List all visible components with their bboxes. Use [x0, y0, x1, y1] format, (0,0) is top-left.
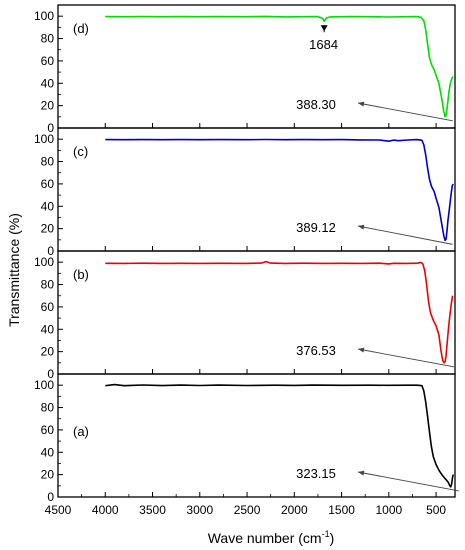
x-tick-label: 2500: [234, 503, 261, 517]
annotation-label: 376.53: [296, 343, 336, 358]
x-tick-label: 2000: [281, 503, 308, 517]
chart-panels: 0 20 40 60 80 100 (d) 1684 388.30 0 20 40 60 80 100 (c)…: [34, 4, 459, 504]
annotation-leader: [357, 348, 454, 368]
panel-frame: [57, 4, 456, 129]
y-tick-label: 20: [41, 222, 55, 236]
annotation-arrowhead: [320, 25, 328, 32]
y-tick-label: 60: [41, 300, 55, 314]
series-line-a: [105, 383, 455, 488]
y-tick-label: 20: [41, 345, 55, 359]
panel-b: 0 20 40 60 80 100 (b) 376.53: [34, 250, 456, 381]
y-tick-label: 40: [41, 76, 55, 90]
x-axis-title-end: ): [330, 530, 335, 546]
annotation-label: 388.30: [296, 97, 336, 112]
y-tick-label: 80: [41, 278, 55, 292]
y-tick-label: 60: [41, 423, 55, 437]
x-tick-label: 4000: [92, 503, 119, 517]
panel-c: 0 20 40 60 80 100 (c) 389.12: [34, 127, 456, 258]
y-tick-label: 40: [41, 322, 55, 336]
y-tick-label: 60: [41, 54, 55, 68]
y-tick-label: 20: [41, 99, 55, 113]
y-tick-label: 100: [34, 378, 54, 392]
y-tick-label: 40: [41, 445, 55, 459]
annotation-arrowhead: [358, 224, 365, 230]
x-tick-label: 4500: [45, 503, 72, 517]
series-line-d: [105, 15, 454, 118]
annotation-leader: [357, 225, 453, 245]
y-axis-title: Transmittance (%): [6, 213, 22, 327]
x-tick-label: 500: [426, 503, 446, 517]
panel-label: (a): [73, 424, 89, 439]
x-axis-title-main: Wave number (cm: [208, 530, 322, 546]
y-tick-label: 80: [41, 401, 55, 415]
y-tick-label: 40: [41, 199, 55, 213]
annotation-label: 389.12: [296, 220, 336, 235]
annotation-leader: [357, 102, 453, 122]
panel-label: (c): [73, 144, 88, 159]
y-tick-label: 100: [34, 132, 54, 146]
annotation-arrowhead: [358, 101, 365, 107]
y-tick-label: 0: [47, 490, 54, 504]
annotation-label: 1684: [309, 37, 338, 52]
series-line-b: [105, 260, 454, 364]
x-axis: 4500 4000 3500 3000 2500 2000 1500 1000 500: [45, 494, 446, 517]
y-tick-label: 0: [47, 121, 54, 135]
panel-frame: [57, 127, 456, 252]
y-tick-label: 0: [47, 244, 54, 258]
annotation-arrowhead: [358, 347, 365, 353]
y-tick-label: 20: [41, 468, 55, 482]
series-line-c: [105, 138, 454, 242]
y-tick-label: 80: [41, 155, 55, 169]
x-axis-title-superscript: -1: [322, 529, 330, 539]
annotation-leader: [357, 471, 459, 492]
x-tick-label: 3000: [186, 503, 213, 517]
panel-label: (b): [73, 267, 89, 282]
y-tick-label: 0: [47, 367, 54, 381]
x-tick-label: 3500: [139, 503, 166, 517]
panel-d: 0 20 40 60 80 100 (d) 1684 388.30: [34, 4, 456, 135]
x-tick-label: 1000: [375, 503, 402, 517]
panel-label: (d): [73, 21, 89, 36]
x-tick-label: 1500: [328, 503, 355, 517]
annotation-arrowhead: [358, 470, 365, 476]
y-tick-label: 60: [41, 177, 55, 191]
annotation-label: 323.15: [296, 466, 336, 481]
y-tick-label: 100: [34, 9, 54, 23]
y-tick-label: 100: [34, 255, 54, 269]
panel-frame: [57, 373, 456, 498]
x-axis-title: Wave number (cm-1): [208, 529, 335, 546]
y-tick-label: 80: [41, 32, 55, 46]
panel-a: 0 20 40 60 80 100 (a) 323.15: [34, 373, 459, 504]
